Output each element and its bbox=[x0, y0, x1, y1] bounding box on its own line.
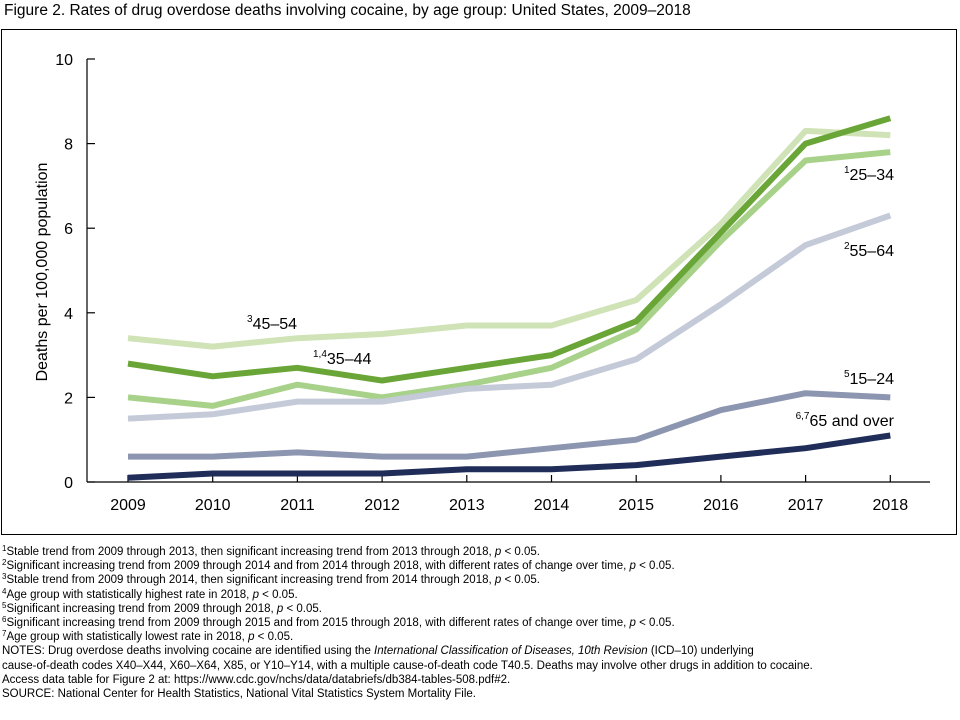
source-line: SOURCE: National Center for Health Stati… bbox=[2, 688, 477, 701]
y-tick-label: 10 bbox=[55, 52, 73, 69]
series-line-4 bbox=[128, 390, 891, 460]
notes-icd-title: International Classification of Diseases… bbox=[374, 645, 648, 658]
footnote-marker: 6 bbox=[2, 615, 7, 625]
footnote-p: p bbox=[629, 560, 636, 573]
x-tick-label: 2018 bbox=[873, 497, 909, 514]
footnote-text: Significant increasing trend from 2009 t… bbox=[6, 560, 630, 573]
series-line-5 bbox=[127, 432, 891, 481]
footnote-4: 4Age group with statistically highest ra… bbox=[2, 586, 958, 602]
y-tick-label: 0 bbox=[64, 475, 73, 492]
footnote-text: Age group with statistically lowest rate… bbox=[6, 631, 249, 644]
x-tick-label: 2011 bbox=[280, 497, 315, 514]
series-line-2 bbox=[127, 212, 892, 422]
series-label-name: 25–34 bbox=[850, 167, 895, 184]
series-label-name: 15–24 bbox=[850, 371, 895, 388]
footnote-1: 1Stable trend from 2009 through 2013, th… bbox=[2, 545, 958, 559]
y-tick-label: 6 bbox=[64, 221, 73, 238]
footnote-p: p bbox=[494, 574, 502, 587]
line-chart: 0 2 4 6 8 10 2009 2010 2011 2012 2013 2014 2015 2016 2… bbox=[34, 52, 930, 514]
notes-line-3: Access data table for Figure 2 at: https… bbox=[2, 673, 511, 686]
footnote-text: Significant increasing trend from 2009 t… bbox=[6, 602, 277, 615]
footnote-p: p bbox=[252, 588, 259, 601]
footnote-tail: < 0.05. bbox=[635, 560, 675, 573]
notes-line-2: cause-of-death codes X40–X44, X60–X64, X… bbox=[2, 659, 813, 672]
series-line-3 bbox=[127, 115, 892, 384]
footnote-marker: 2 bbox=[2, 558, 7, 568]
series-label-sup: 1,4 bbox=[313, 349, 327, 360]
y-tick-label: 2 bbox=[64, 390, 73, 407]
series-label-sup: 1 bbox=[844, 165, 850, 176]
footnotes-block: 1Stable trend from 2009 through 2013, th… bbox=[2, 545, 958, 701]
x-tick-label: 2009 bbox=[110, 497, 146, 514]
series-label-sup: 3 bbox=[247, 314, 253, 325]
footnote-text: Significant increasing trend from 2009 t… bbox=[6, 617, 630, 630]
x-tick-label: 2012 bbox=[364, 497, 400, 514]
series-label-0: 345–54 bbox=[247, 314, 297, 333]
series-line-0 bbox=[127, 127, 891, 350]
footnote-tail: < 0.05. bbox=[258, 588, 298, 601]
footnote-text: Stable trend from 2009 through 2013, the… bbox=[6, 546, 495, 558]
footnote-text: Age group with statistically highest rat… bbox=[6, 588, 253, 601]
series-label-sup: 6,7 bbox=[796, 411, 810, 422]
y-tick-label: 4 bbox=[64, 306, 73, 323]
footnote-3: 3Stable trend from 2009 through 2014, th… bbox=[2, 573, 958, 587]
x-tick-label: 2014 bbox=[534, 497, 570, 514]
footnote-7: 7Age group with statistically lowest rat… bbox=[2, 630, 958, 644]
footnote-tail: < 0.05. bbox=[501, 574, 540, 587]
series-label-name: 45–54 bbox=[253, 316, 298, 333]
footnote-p: p bbox=[629, 617, 636, 630]
series-label-1: 125–34 bbox=[844, 165, 894, 184]
footnote-5: 5Significant increasing trend from 2009 … bbox=[2, 600, 958, 616]
footnote-p: p bbox=[248, 631, 255, 644]
footnote-p: p bbox=[494, 546, 502, 558]
series-label-2: 255–64 bbox=[844, 241, 894, 260]
y-axis-title: Deaths per 100,000 population bbox=[34, 163, 51, 382]
y-tick-label: 8 bbox=[64, 137, 73, 154]
notes-prefix: NOTES: Drug overdose deaths involving co… bbox=[2, 645, 375, 658]
footnote-2: 2Significant increasing trend from 2009 … bbox=[2, 559, 958, 573]
series-label-name: 35–44 bbox=[327, 351, 372, 368]
series-label-sup: 2 bbox=[844, 241, 850, 252]
notes-suffix: (ICD–10) underlying bbox=[647, 645, 754, 658]
series-label-5: 6,765 and over bbox=[796, 411, 895, 430]
series-label-sup: 5 bbox=[844, 369, 850, 380]
series-label-3: 1,435–44 bbox=[313, 349, 372, 368]
footnote-marker: 1 bbox=[2, 544, 7, 553]
x-tick-label: 2013 bbox=[449, 497, 485, 514]
footnote-tail: < 0.05. bbox=[283, 602, 322, 615]
footnote-tail: < 0.05. bbox=[501, 546, 540, 558]
footnote-6: 6Significant increasing trend from 2009 … bbox=[2, 616, 958, 630]
chart-frame bbox=[1, 29, 957, 535]
figure-title: Figure 2. Rates of drug overdose deaths … bbox=[4, 2, 691, 19]
footnote-marker: 7 bbox=[2, 629, 7, 639]
series-label-name: 55–64 bbox=[850, 243, 895, 260]
x-tick-label: 2016 bbox=[703, 497, 739, 514]
notes-line-1: NOTES: Drug overdose deaths involving co… bbox=[2, 644, 958, 658]
x-tick-label: 2015 bbox=[618, 497, 654, 514]
footnote-marker: 3 bbox=[2, 572, 7, 582]
series-label-4: 515–24 bbox=[844, 369, 894, 388]
footnote-p: p bbox=[276, 602, 284, 615]
x-tick-label: 2010 bbox=[195, 497, 231, 514]
footnote-list: 1Stable trend from 2009 through 2013, th… bbox=[2, 545, 958, 644]
x-tick-label: 2017 bbox=[788, 497, 824, 514]
footnote-tail: < 0.05. bbox=[635, 617, 675, 630]
footnote-marker: 4 bbox=[2, 586, 7, 596]
series-line-1 bbox=[127, 149, 891, 409]
footnote-text: Stable trend from 2009 through 2014, the… bbox=[6, 574, 495, 587]
series-label-name: 65 and over bbox=[809, 413, 894, 430]
footnote-tail: < 0.05. bbox=[254, 631, 294, 644]
footnote-marker: 5 bbox=[2, 600, 7, 610]
